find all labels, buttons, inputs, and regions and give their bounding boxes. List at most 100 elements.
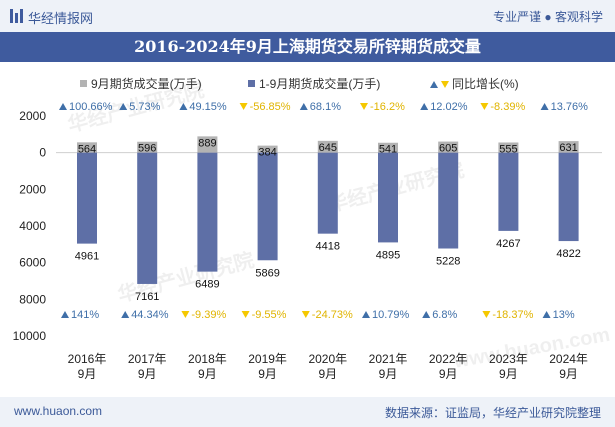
cumulative-yoy-label: 10.79% bbox=[372, 309, 410, 321]
cumulative-volume-bar bbox=[558, 152, 579, 242]
data-source: 数据来源：证监局，华经产业研究院整理 bbox=[384, 406, 601, 420]
yoy-up-arrow-icon bbox=[119, 103, 128, 110]
x-category-label: 2020年 9月 bbox=[308, 352, 347, 381]
yoy-down-arrow-icon bbox=[239, 103, 248, 110]
cumulative-value-label: 5228 bbox=[436, 256, 460, 268]
cumulative-yoy-label: 44.34% bbox=[131, 309, 169, 321]
cumulative-volume-bar bbox=[197, 152, 218, 272]
cumulative-yoy-label: -9.39% bbox=[191, 309, 226, 321]
monthly-yoy-label: 12.02% bbox=[430, 101, 468, 113]
cumulative-yoy-label: -9.55% bbox=[252, 309, 287, 321]
cumulative-yoy-label: 141% bbox=[71, 309, 99, 321]
volume-chart: 华经产业研究院华经产业研究院华经产业研究院www.huaon.com9月期货成交… bbox=[13, 76, 612, 381]
yoy-up-arrow-icon bbox=[420, 103, 429, 110]
monthly-yoy-label: -56.85% bbox=[250, 101, 291, 113]
monthly-value-label: 605 bbox=[439, 143, 457, 155]
monthly-yoy-label: 13.76% bbox=[551, 101, 589, 113]
cumulative-volume-bar bbox=[317, 152, 338, 234]
x-category-label: 2023年 9月 bbox=[489, 352, 528, 381]
legend-label-cumulative: 1-9月期货成交量(万手) bbox=[259, 76, 380, 91]
cumulative-value-label: 4961 bbox=[75, 251, 99, 263]
x-category-label: 2018年 9月 bbox=[188, 352, 227, 381]
yoy-up-arrow-icon bbox=[362, 311, 370, 318]
cumulative-yoy-label: 6.8% bbox=[432, 309, 457, 321]
monthly-yoy-label: 5.73% bbox=[129, 101, 160, 113]
monthly-value-label: 596 bbox=[138, 143, 156, 155]
monthly-yoy-label: 68.1% bbox=[310, 101, 341, 113]
yoy-up-arrow-icon bbox=[542, 311, 551, 318]
yoy-down-arrow-icon bbox=[480, 103, 489, 110]
yoy-down-arrow-icon bbox=[181, 311, 190, 318]
tagline: 专业严谨 ● 客观科学 bbox=[493, 10, 603, 24]
monthly-yoy-label: -16.2% bbox=[370, 101, 405, 113]
monthly-value-label: 384 bbox=[258, 147, 276, 159]
bottom-footer-bar bbox=[0, 397, 615, 427]
y-tick-label: 10000 bbox=[13, 329, 47, 343]
yoy-up-arrow-icon bbox=[179, 103, 188, 110]
cumulative-volume-bar bbox=[137, 152, 158, 284]
yoy-down-arrow-icon bbox=[241, 311, 250, 318]
y-tick-label: 0 bbox=[39, 146, 46, 160]
monthly-yoy-label: 100.66% bbox=[69, 101, 113, 113]
y-tick-label: 6000 bbox=[19, 256, 46, 270]
legend-swatch-monthly bbox=[80, 80, 87, 87]
monthly-volume-bar bbox=[498, 142, 519, 153]
cumulative-value-label: 4418 bbox=[316, 241, 340, 253]
cumulative-volume-bar bbox=[77, 152, 97, 244]
y-tick-label: 8000 bbox=[19, 292, 46, 306]
yoy-down-arrow-icon bbox=[301, 311, 310, 318]
yoy-down-arrow-icon bbox=[360, 103, 368, 110]
legend-up-arrow-icon bbox=[430, 81, 438, 88]
site-url[interactable]: www.huaon.com bbox=[14, 404, 103, 418]
monthly-value-label: 555 bbox=[499, 143, 517, 155]
cumulative-yoy-label: 13% bbox=[553, 309, 575, 321]
y-tick-label: 4000 bbox=[19, 219, 46, 233]
monthly-volume-bar bbox=[317, 140, 338, 153]
cumulative-volume-bar bbox=[438, 152, 459, 249]
cumulative-value-label: 4267 bbox=[496, 238, 520, 250]
legend-label-yoy: 同比增长(%) bbox=[452, 77, 519, 91]
cumulative-yoy-label: -18.37% bbox=[492, 309, 533, 321]
cumulative-value-label: 5869 bbox=[255, 267, 279, 279]
monthly-yoy-label: 49.15% bbox=[189, 101, 227, 113]
monthly-volume-bar bbox=[137, 141, 158, 153]
cumulative-value-label: 4822 bbox=[556, 248, 580, 260]
monthly-volume-bar bbox=[257, 145, 278, 153]
legend-label-monthly: 9月期货成交量(万手) bbox=[91, 76, 202, 91]
cumulative-value-label: 4895 bbox=[376, 249, 400, 261]
monthly-value-label: 564 bbox=[78, 143, 96, 155]
cumulative-volume-bar bbox=[378, 152, 398, 243]
yoy-up-arrow-icon bbox=[540, 103, 549, 110]
monthly-value-label: 889 bbox=[198, 137, 216, 149]
x-category-label: 2019年 9月 bbox=[248, 352, 287, 381]
monthly-volume-bar bbox=[77, 142, 97, 153]
y-tick-label: 2000 bbox=[19, 182, 46, 196]
brand-name: 华经情报网 bbox=[28, 11, 94, 26]
yoy-up-arrow-icon bbox=[59, 103, 67, 110]
monthly-value-label: 631 bbox=[559, 142, 577, 154]
monthly-volume-bar bbox=[558, 141, 579, 153]
legend: 9月期货成交量(万手) 1-9月期货成交量(万手) 同比增长(%) bbox=[80, 76, 519, 91]
monthly-value-label: 541 bbox=[379, 144, 397, 156]
cumulative-volume-bar bbox=[498, 152, 519, 231]
yoy-up-arrow-icon bbox=[121, 311, 130, 318]
cumulative-yoy-label: -24.73% bbox=[312, 309, 353, 321]
yoy-up-arrow-icon bbox=[422, 311, 431, 318]
huajing-logo-icon bbox=[10, 9, 23, 23]
legend-down-arrow-icon bbox=[441, 81, 449, 88]
monthly-volume-bar bbox=[438, 141, 459, 153]
legend-swatch-cumulative bbox=[248, 80, 255, 87]
x-category-label: 2024年 9月 bbox=[549, 352, 588, 381]
yoy-up-arrow-icon bbox=[61, 311, 69, 318]
top-header-bar: 华经情报网 专业严谨 ● 客观科学 bbox=[0, 0, 615, 32]
monthly-volume-bar bbox=[378, 142, 398, 153]
monthly-value-label: 645 bbox=[319, 142, 337, 154]
cumulative-value-label: 6489 bbox=[195, 279, 219, 291]
yoy-down-arrow-icon bbox=[482, 311, 491, 318]
x-category-label: 2021年 9月 bbox=[369, 352, 408, 381]
x-category-label: 2017年 9月 bbox=[128, 352, 167, 381]
monthly-volume-bar bbox=[197, 136, 218, 153]
x-category-label: 2016年 9月 bbox=[68, 352, 107, 381]
x-category-label: 2022年 9月 bbox=[429, 352, 468, 381]
monthly-yoy-label: -8.39% bbox=[490, 101, 525, 113]
